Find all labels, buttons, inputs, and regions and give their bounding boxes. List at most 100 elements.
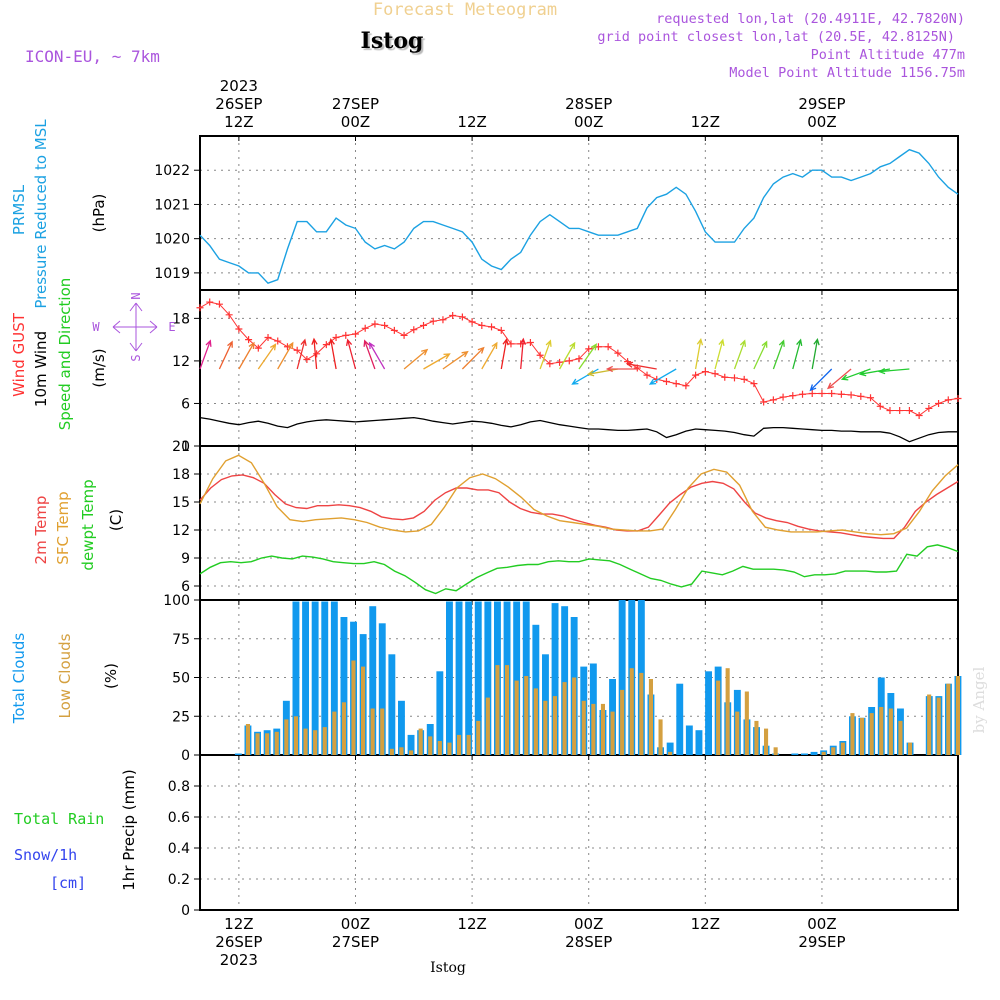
wind-direction-arrow (714, 338, 725, 370)
temp-unit: (C) (107, 509, 125, 531)
wind-gust-point (954, 394, 962, 402)
y-tick-label: 0.4 (168, 841, 190, 857)
low-cloud-bar (955, 676, 960, 755)
y-tick-label: 21 (172, 439, 190, 455)
y-tick-label: 0 (181, 748, 190, 764)
low-cloud-bar (552, 696, 557, 755)
time-label-top: 12Z (691, 113, 720, 131)
low-cloud-bar (409, 750, 414, 755)
wind-direction-arrow (826, 368, 852, 390)
wind-gust-point (439, 316, 447, 324)
wind-gust-point (303, 355, 311, 363)
low-cloud-bar (245, 724, 250, 755)
low-cloud-bar (860, 717, 865, 755)
y-tick-label: 0.8 (168, 779, 190, 795)
wind-speed-dir-label: Speed and Direction (56, 278, 74, 431)
wind-direction-arrow (403, 348, 429, 370)
wind-gust-point (614, 349, 622, 357)
wind-gust-point (721, 373, 729, 381)
wind-gust-point (322, 341, 330, 349)
wind-gust-point (857, 392, 865, 400)
total-cloud-bar (484, 601, 492, 755)
low-cloud-bar (313, 730, 318, 755)
wind-gust-point (604, 343, 612, 351)
temp-2m-line (199, 474, 959, 540)
low-cloud-bar (284, 719, 289, 755)
wind-direction-arrow (772, 339, 785, 370)
low-cloud-bar (831, 747, 836, 756)
time-label-bottom: 2023 (220, 951, 258, 969)
total-cloud-bar (388, 654, 396, 756)
low-cloud-bar (341, 702, 346, 755)
wind-direction-arrow (257, 343, 277, 370)
low-cloud-bar (879, 707, 884, 755)
wind-gust-point (867, 394, 875, 402)
total-cloud-bar (618, 600, 626, 755)
wind-gust-point (420, 321, 428, 329)
wind-direction-arrow (311, 337, 318, 370)
wind-gust-point (837, 390, 845, 398)
precip-legend-0: Total Rain (14, 810, 104, 828)
wind-gust-point (254, 344, 262, 352)
time-label-bottom: 26SEP (215, 933, 262, 951)
low-cloud-bar (351, 660, 356, 755)
total-cloud-bar (705, 671, 712, 755)
wind-gust-point (371, 320, 379, 328)
low-cloud-bar (428, 736, 433, 755)
y-tick-label: 18 (172, 467, 190, 483)
wind-gust-point (896, 407, 904, 415)
time-label-bottom: 29SEP (798, 933, 845, 951)
wind-gust-point (332, 334, 340, 342)
wind-direction-arrow (559, 341, 576, 370)
total-cloud-bar (378, 623, 386, 756)
total-cloud-bar (791, 753, 799, 755)
total-cloud-bar (685, 725, 693, 755)
dewpt-line (199, 544, 959, 595)
total-cloud-bar (330, 601, 338, 755)
pressure-line (199, 148, 959, 285)
wind-gust-point (507, 340, 515, 348)
total-clouds-label: Total Clouds (10, 633, 28, 725)
wind-gust-point (789, 392, 797, 400)
wind-direction-arrow (296, 338, 307, 370)
wind-direction-arrow (648, 368, 677, 385)
wind-gust-point (740, 375, 748, 383)
y-tick-label: 50 (172, 671, 190, 687)
wind-gust-point (799, 390, 807, 398)
wind-direction-arrow (500, 338, 509, 370)
wind-gust-point (206, 298, 214, 306)
wind-gust-point (225, 311, 233, 319)
low-cloud-bar (754, 720, 759, 755)
wind-gust-label: Wind GUST (10, 312, 28, 397)
time-label-bottom: 00Z (341, 915, 370, 933)
total-cloud-bar (801, 753, 808, 755)
precip-legend-2: [cm] (50, 874, 86, 892)
wind-10m-line (199, 416, 958, 443)
wind-gust-point (245, 336, 253, 344)
wind-gust-point (935, 399, 943, 407)
y-tick-label: 6 (181, 396, 190, 412)
time-label-top: 00Z (574, 113, 603, 131)
wind-gust-point (672, 380, 680, 388)
low-cloud-bar (668, 751, 673, 755)
wind-direction-arrow (199, 339, 212, 370)
low-cloud-bar (946, 683, 951, 755)
wind-direction-arrow (811, 338, 820, 370)
compass-vertical-arrow (129, 302, 143, 352)
low-cloud-bar (380, 708, 385, 755)
low-cloud-bar (293, 716, 298, 756)
y-tick-label: 12 (172, 354, 190, 370)
model-altitude: Model Point Altitude 1156.75m (729, 65, 965, 81)
low-cloud-bar (303, 728, 308, 755)
model-label: ICON-EU, ~ 7km (25, 47, 160, 66)
time-label-bottom: 27SEP (332, 933, 379, 951)
total-cloud-bar (810, 751, 818, 755)
wind-gust-point (458, 313, 466, 321)
wind-gust-point (876, 402, 884, 410)
wind-gust-point (643, 371, 651, 379)
wind-gust-point (536, 351, 544, 359)
pressure-label-long: Pressure Reduced to MSL (32, 119, 50, 309)
wind-gust-point (808, 390, 816, 398)
total-cloud-bar (302, 601, 309, 755)
